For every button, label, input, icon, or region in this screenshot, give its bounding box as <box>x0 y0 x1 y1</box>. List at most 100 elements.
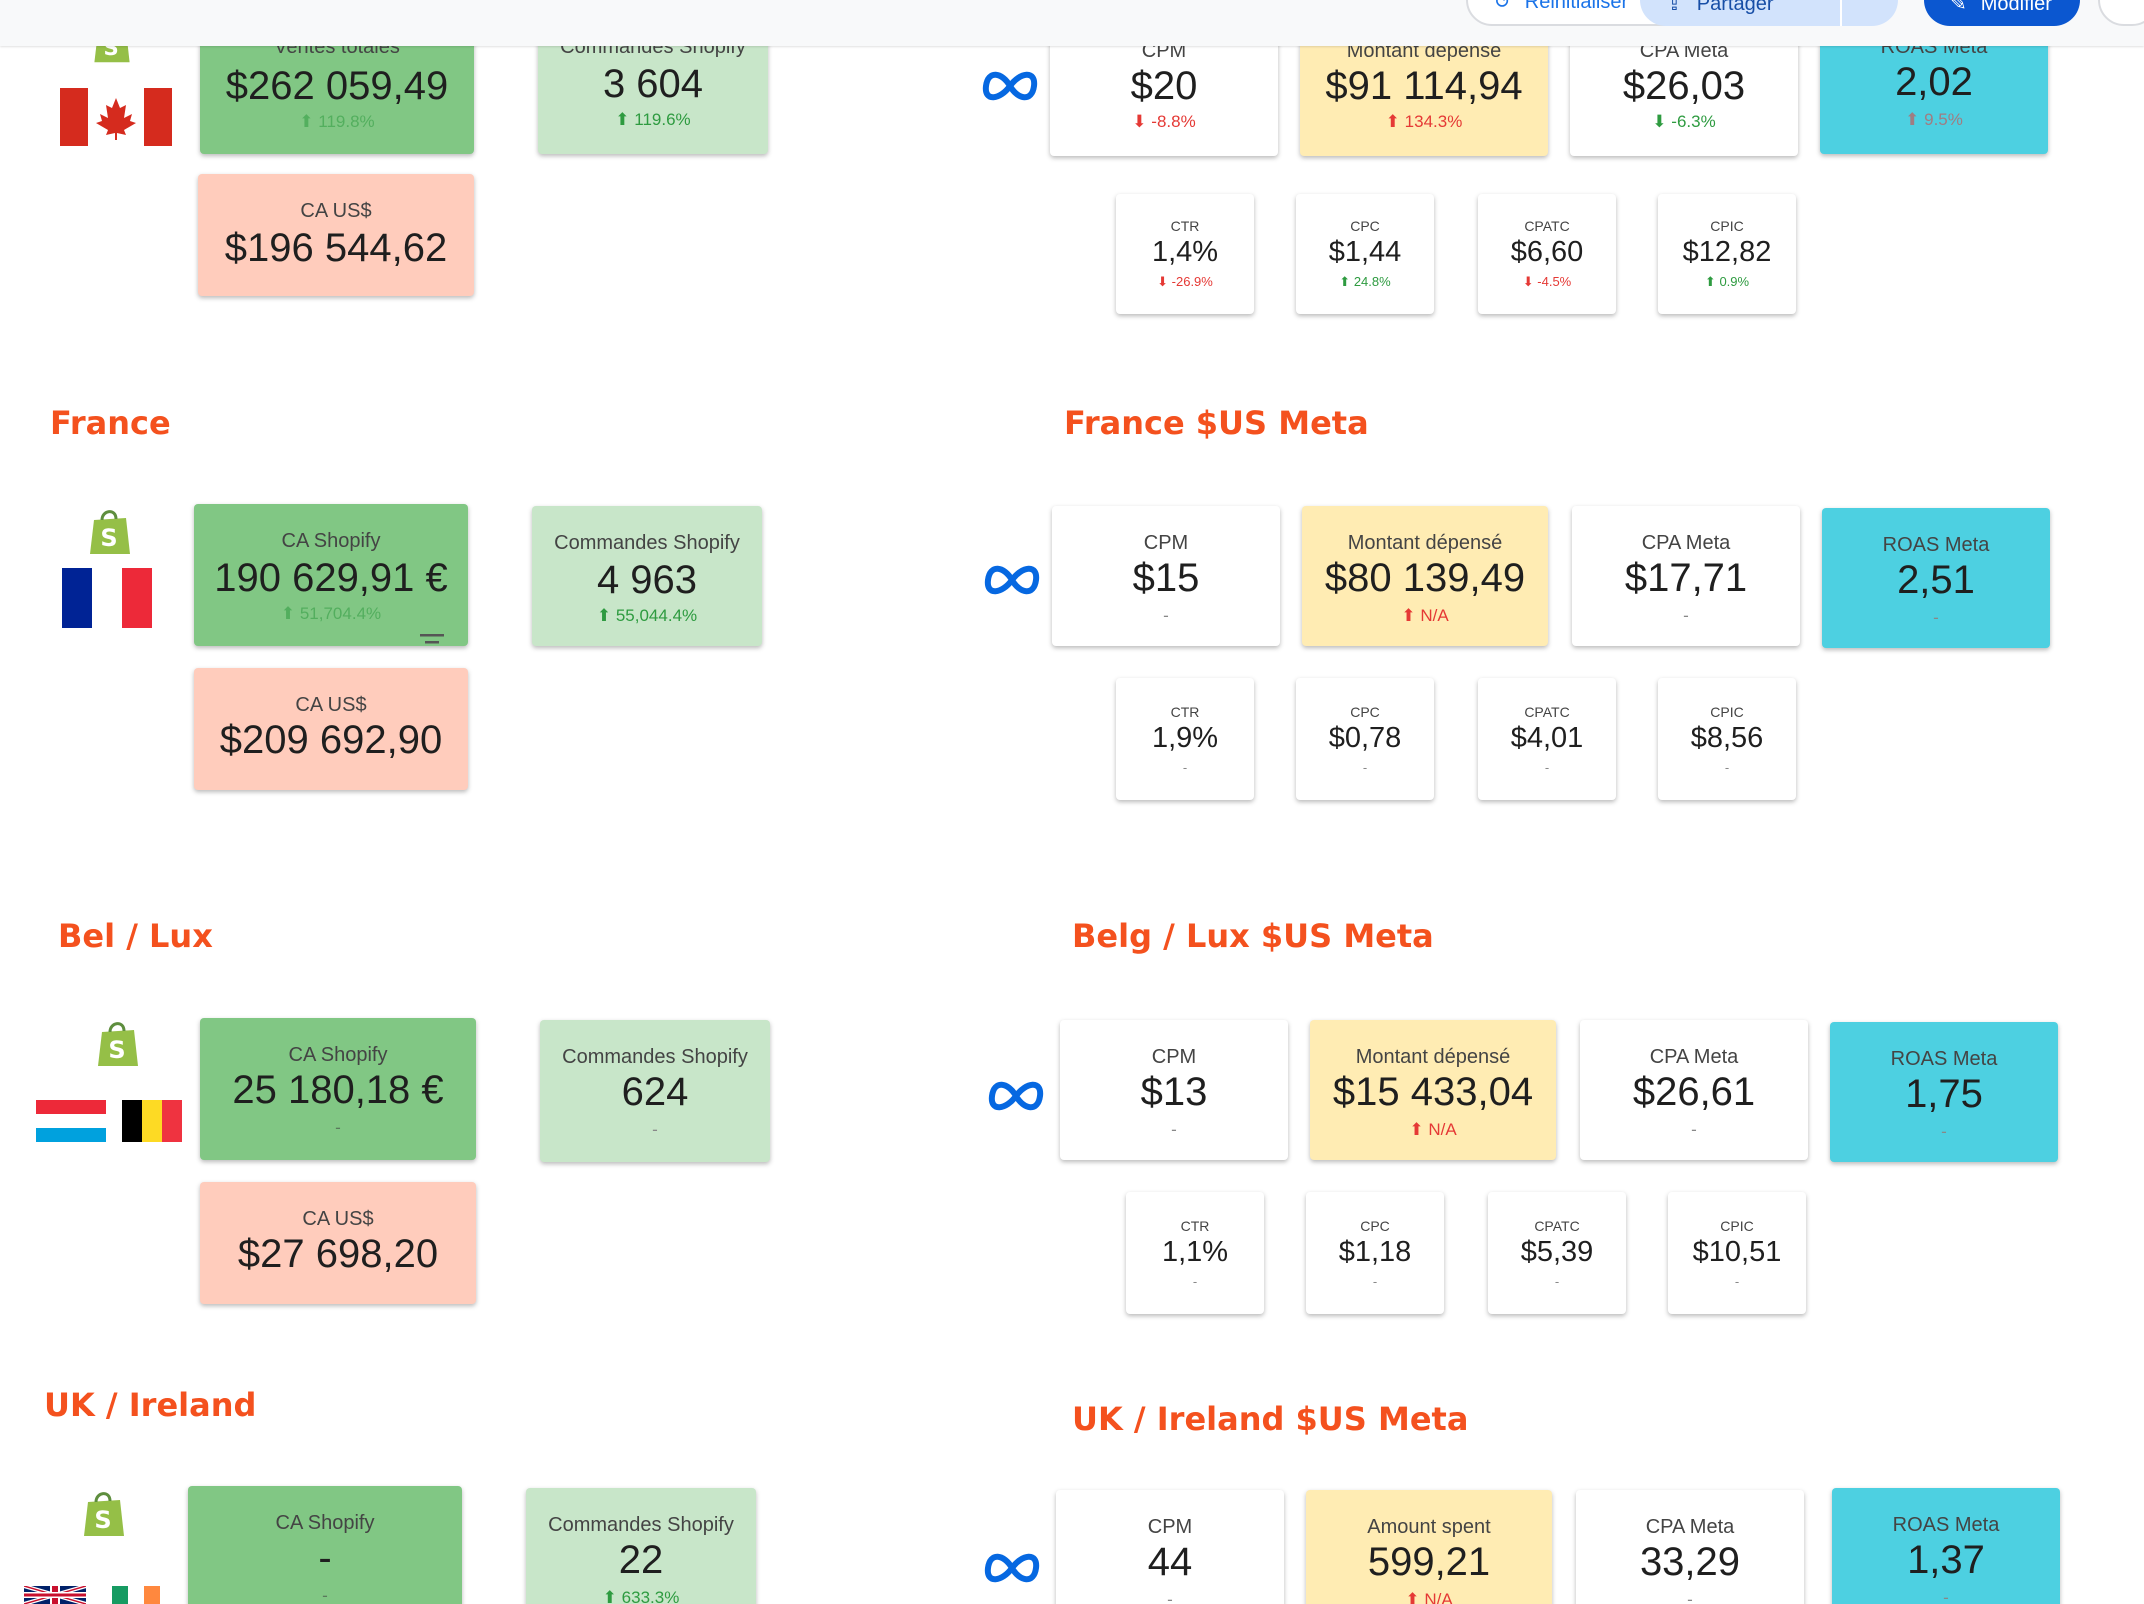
card-label: CTR <box>1180 1218 1210 1234</box>
bellux-orders-card[interactable]: Commandes Shopify 624 - <box>540 1020 770 1162</box>
card-value: $0,78 <box>1328 722 1402 754</box>
ukie-meta-section-title: UK / Ireland $US Meta <box>1072 1400 1469 1438</box>
card-change: - <box>1683 606 1689 625</box>
card-change: -4.5% <box>1537 274 1572 289</box>
france-spent-card[interactable]: Montant dépensé $80 139,49 ⬆ N/A <box>1302 506 1548 646</box>
card-value: 1,9% <box>1151 722 1219 754</box>
card-label: Commandes Shopify <box>548 1514 734 1536</box>
ukie-ca-shopify-card[interactable]: CA Shopify - - <box>188 1486 462 1604</box>
canada-spent-card[interactable]: Montant dépensé $91 114,94 ⬆ 134.3% <box>1300 26 1548 156</box>
ukie-spent-card[interactable]: Amount spent 599,21 ⬆ N/A <box>1306 1490 1552 1604</box>
canada-cpm-card[interactable]: CPM $20 ⬇ -8.8% <box>1050 26 1278 156</box>
card-value: $196 544,62 <box>224 226 448 270</box>
arrow-down-icon: ⬇ <box>1132 112 1147 131</box>
shopify-bag-icon: S <box>98 1022 138 1066</box>
bellux-meta-section-title: Belg / Lux $US Meta <box>1072 917 1434 955</box>
card-label: CA US$ <box>300 200 372 222</box>
france-ca-usd-card[interactable]: CA US$ $209 692,90 <box>194 668 468 790</box>
france-cpm-card[interactable]: CPM $15 - <box>1052 506 1280 646</box>
canada-cpatc-card[interactable]: CPATC $6,60 ⬇ -4.5% <box>1478 194 1616 314</box>
bellux-cpc-card[interactable]: CPC $1,18 - <box>1306 1192 1444 1314</box>
france-cpa-card[interactable]: CPA Meta $17,71 - <box>1572 506 1800 646</box>
canada-total-sales-card[interactable]: Ventes totales $262 059,49 ⬆ 119.8% <box>200 26 474 154</box>
share-button[interactable]: ⇪ Partager <box>1640 0 1898 26</box>
uk-flag-icon <box>24 1586 86 1604</box>
card-label: CPA Meta <box>1641 532 1731 554</box>
card-label: CPM <box>1143 532 1189 554</box>
card-change: - <box>1687 1590 1693 1604</box>
edit-button[interactable]: ✎ Modifier <box>1924 0 2080 26</box>
arrow-up-icon: ⬆ <box>596 606 612 625</box>
ukie-roas-card[interactable]: ROAS Meta 1,37 - <box>1832 1488 2060 1604</box>
card-change: - <box>1171 1120 1177 1139</box>
bellux-roas-card[interactable]: ROAS Meta 1,75 - <box>1830 1022 2058 1162</box>
arrow-up-icon: ⬆ <box>1405 1590 1420 1604</box>
bellux-ca-shopify-card[interactable]: CA Shopify 25 180,18 € - <box>200 1018 476 1160</box>
card-change: - <box>1724 760 1730 775</box>
card-value: $27 698,20 <box>237 1232 439 1276</box>
card-change: -26.9% <box>1171 274 1213 289</box>
ukie-cpm-card[interactable]: CPM 44 - <box>1056 1490 1284 1604</box>
card-change: 51,704.4% <box>299 604 382 623</box>
card-value: 599,21 <box>1367 1540 1491 1584</box>
ukie-cpa-card[interactable]: CPA Meta 33,29 - <box>1576 1490 1804 1604</box>
france-cpic-card[interactable]: CPIC $8,56 - <box>1658 678 1796 800</box>
meta-infinity-icon <box>982 71 1038 101</box>
meta-infinity-icon <box>984 565 1040 595</box>
svg-text:S: S <box>100 524 117 552</box>
share-split-divider <box>1840 0 1842 26</box>
france-roas-card[interactable]: ROAS Meta 2,51 - <box>1822 508 2050 648</box>
france-flag-icon <box>62 568 152 628</box>
france-orders-card[interactable]: Commandes Shopify 4 963 ⬆ 55,044.4% <box>532 506 762 646</box>
card-change: - <box>1941 1122 1947 1141</box>
canada-orders-card[interactable]: Commandes Shopify 3 604 ⬆ 119.6% <box>538 26 768 154</box>
card-value: $20 <box>1130 64 1198 108</box>
card-change: 119.8% <box>318 112 375 131</box>
card-change: - <box>1167 1590 1173 1604</box>
card-change: - <box>1163 606 1169 625</box>
canada-roas-card[interactable]: ROAS Meta 2,02 ⬆ 9.5% <box>1820 26 2048 154</box>
card-label: Commandes Shopify <box>554 532 740 554</box>
card-value: 25 180,18 € <box>232 1068 444 1112</box>
reset-icon: ↺ <box>1494 0 1511 13</box>
card-value: $80 139,49 <box>1324 556 1526 600</box>
card-label: ROAS Meta <box>1890 1048 1998 1070</box>
card-value: $4,01 <box>1510 722 1584 754</box>
card-value: 44 <box>1147 1540 1193 1584</box>
bellux-ca-usd-card[interactable]: CA US$ $27 698,20 <box>200 1182 476 1304</box>
canada-cpa-card[interactable]: CPA Meta $26,03 ⬇ -6.3% <box>1570 26 1798 156</box>
france-cpatc-card[interactable]: CPATC $4,01 - <box>1478 678 1616 800</box>
card-change: -6.3% <box>1671 112 1716 131</box>
france-ctr-card[interactable]: CTR 1,9% - <box>1116 678 1254 800</box>
canada-ctr-card[interactable]: CTR 1,4% ⬇ -26.9% <box>1116 194 1254 314</box>
card-change: N/A <box>1420 606 1449 625</box>
card-change: -8.8% <box>1151 112 1196 131</box>
card-value: 3 604 <box>602 62 704 106</box>
bellux-cpa-card[interactable]: CPA Meta $26,61 - <box>1580 1020 1808 1160</box>
arrow-up-icon: ⬆ <box>1704 274 1716 289</box>
card-change: - <box>1734 1274 1740 1289</box>
card-change: - <box>1182 760 1188 775</box>
arrow-up-icon: ⬆ <box>1409 1120 1424 1139</box>
canada-cpc-card[interactable]: CPC $1,44 ⬆ 24.8% <box>1296 194 1434 314</box>
bellux-ctr-card[interactable]: CTR 1,1% - <box>1126 1192 1264 1314</box>
filter-icon[interactable] <box>418 632 446 646</box>
card-change: - <box>322 1586 328 1604</box>
card-value: $10,51 <box>1692 1236 1782 1268</box>
svg-text:S: S <box>108 1036 125 1064</box>
ukie-orders-card[interactable]: Commandes Shopify 22 ⬆ 633.3% <box>526 1488 756 1604</box>
card-change: - <box>1362 760 1368 775</box>
bellux-cpic-card[interactable]: CPIC $10,51 - <box>1668 1192 1806 1314</box>
card-value: 1,4% <box>1151 236 1219 268</box>
france-cpc-card[interactable]: CPC $0,78 - <box>1296 678 1434 800</box>
france-ca-shopify-card[interactable]: CA Shopify 190 629,91 € ⬆ 51,704.4% <box>194 504 468 646</box>
bellux-spent-card[interactable]: Montant dépensé $15 433,04 ⬆ N/A <box>1310 1020 1556 1160</box>
card-change: 55,044.4% <box>615 606 698 625</box>
more-options-button[interactable] <box>2098 0 2144 26</box>
report-toolbar: ↺ Réinitialiser ⇪ Partager ✎ Modifier <box>0 0 2144 46</box>
canada-ca-usd-card[interactable]: CA US$ $196 544,62 <box>198 174 474 296</box>
canada-cpic-card[interactable]: CPIC $12,82 ⬆ 0.9% <box>1658 194 1796 314</box>
bellux-cpatc-card[interactable]: CPATC $5,39 - <box>1488 1192 1626 1314</box>
card-change: - <box>1554 1274 1560 1289</box>
bellux-cpm-card[interactable]: CPM $13 - <box>1060 1020 1288 1160</box>
